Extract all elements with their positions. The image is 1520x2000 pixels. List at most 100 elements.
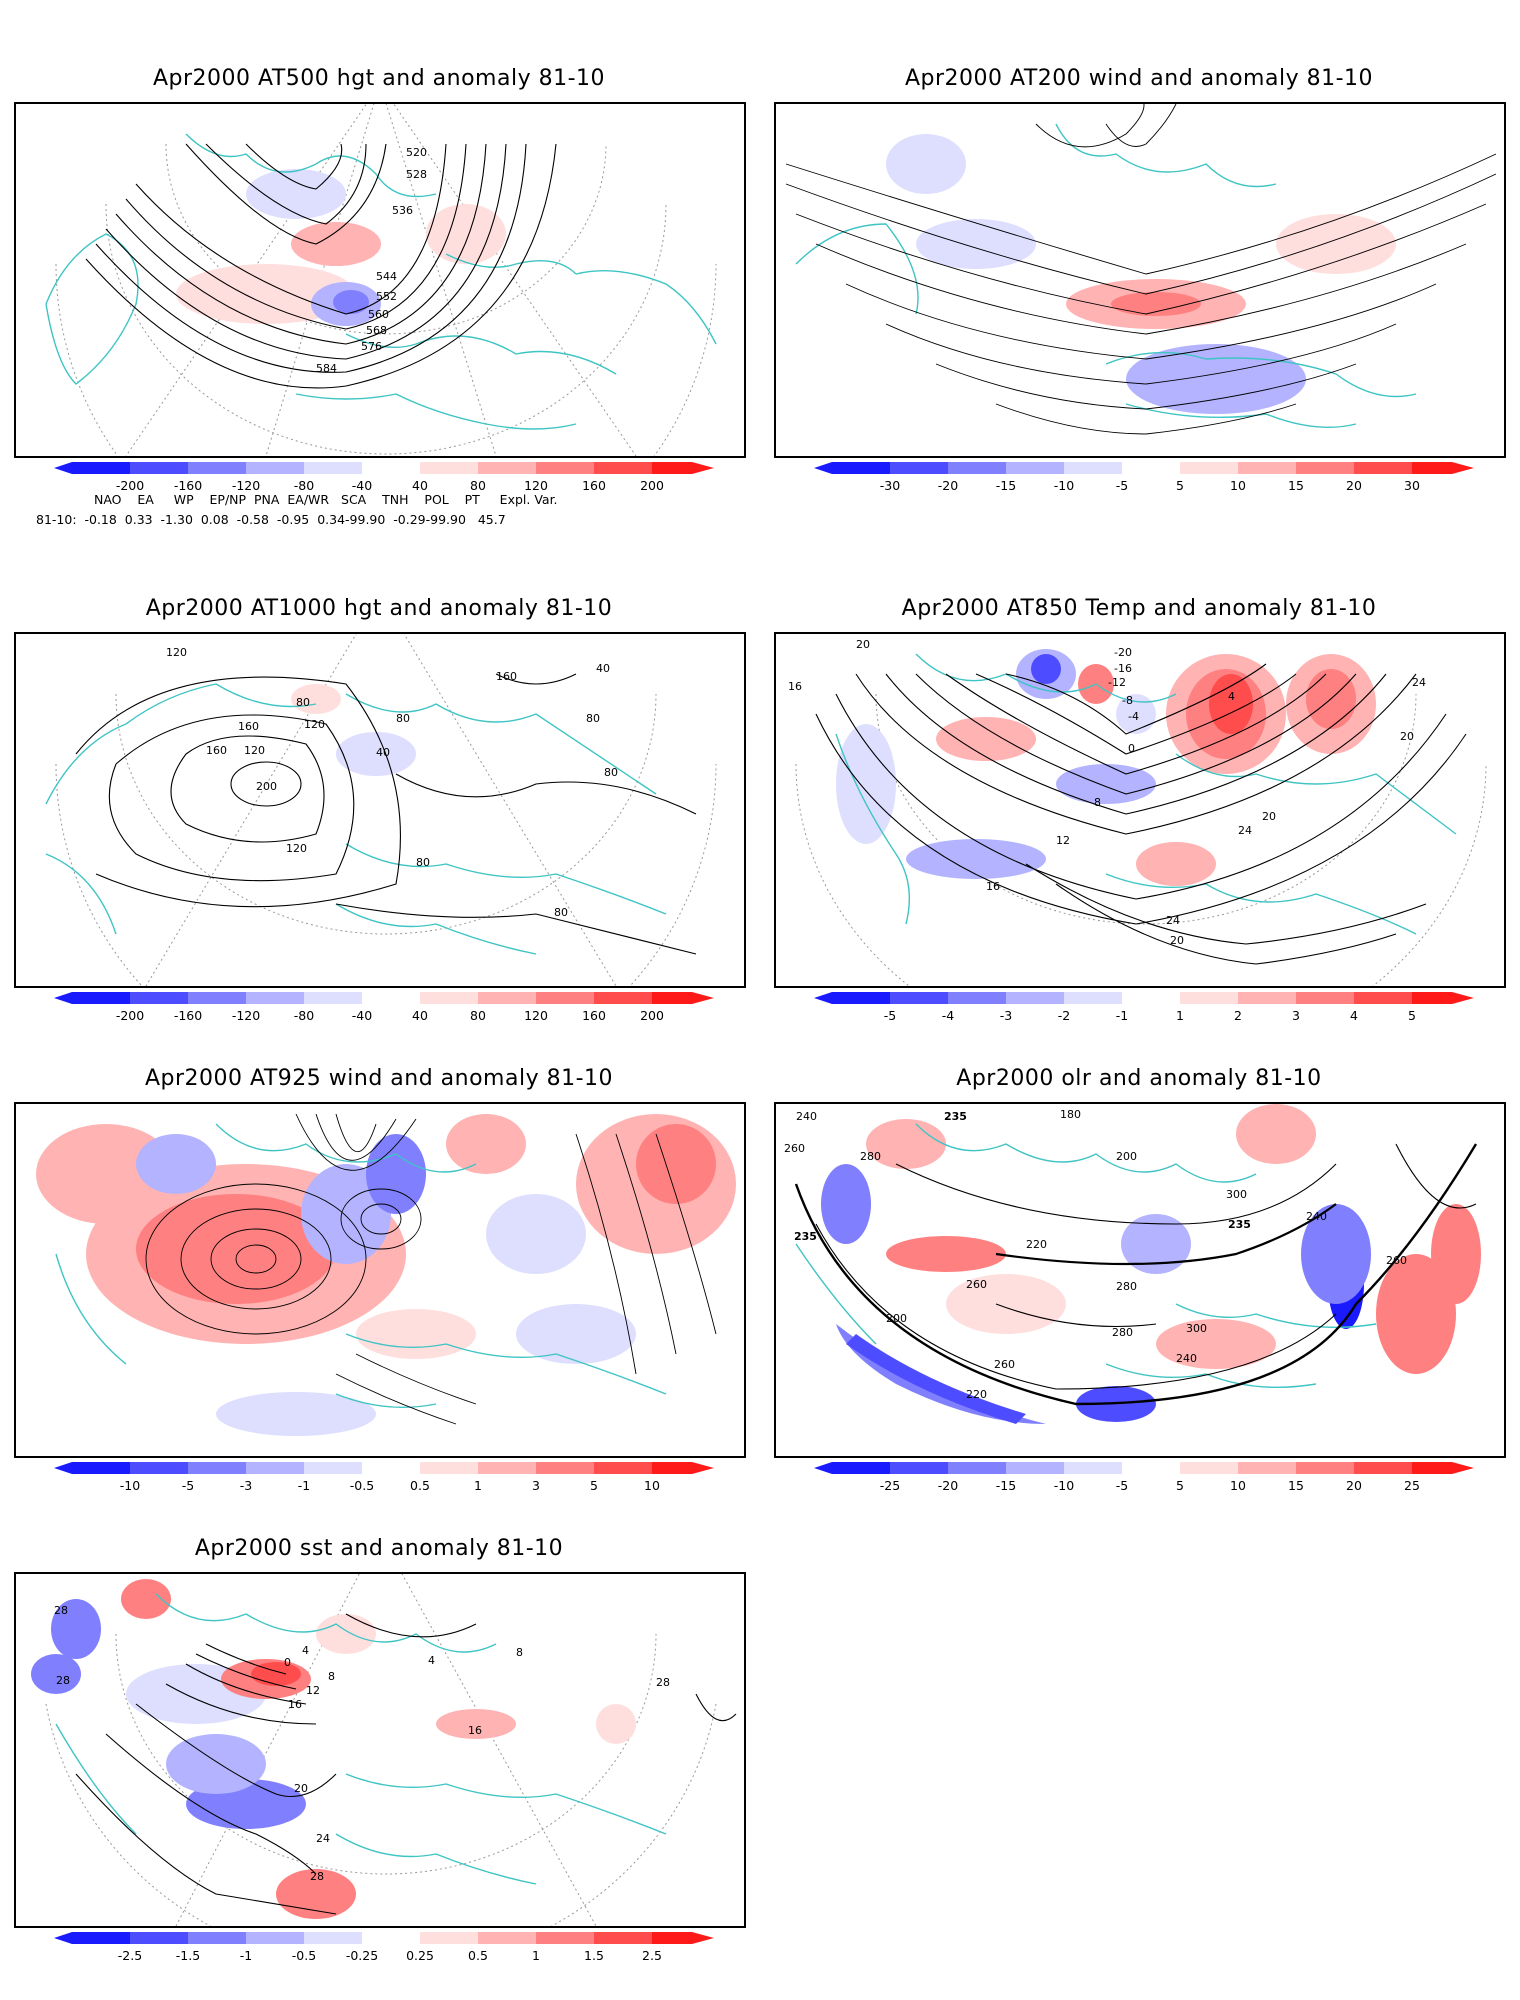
cbar-box — [948, 462, 1006, 474]
cbar-box — [478, 1932, 536, 1944]
cbar-box — [72, 462, 130, 474]
cbar-tick: 1 — [532, 1948, 540, 1963]
cbar-tick: 0.25 — [406, 1948, 434, 1963]
cbar-box — [652, 992, 692, 1004]
cbar-low-arrow — [54, 1932, 72, 1944]
cbar-tick: 160 — [582, 478, 606, 493]
cbar-tick: -3 — [1000, 1008, 1012, 1023]
cbar-tick: -0.25 — [346, 1948, 378, 1963]
contour-label: 536 — [392, 204, 413, 217]
contour-label: 8 — [1094, 796, 1101, 809]
cbar-tick: -20 — [938, 478, 958, 493]
cbar-box — [246, 992, 304, 1004]
cbar-tick: -15 — [996, 1478, 1016, 1493]
contour-label: 280 — [860, 1150, 881, 1163]
colorbar: -200 -160 -120 -80 -40 40 80 120 160 200 — [54, 990, 714, 1024]
cbar-high-arrow — [692, 462, 714, 474]
cbar-tick: -40 — [352, 1008, 372, 1023]
cbar-tick: -15 — [996, 478, 1016, 493]
contour-label: 220 — [1026, 1238, 1047, 1251]
contour-label: 24 — [316, 1832, 330, 1845]
cbar-box — [478, 992, 536, 1004]
contour-label: 235 — [944, 1110, 967, 1123]
cbar-box — [304, 1462, 362, 1474]
cbar-tick: 15 — [1288, 1478, 1304, 1493]
contour-label: 16 — [788, 680, 802, 693]
map-at850: 20 16 -20 -16 -12 -8 -4 0 4 8 12 16 20 2… — [788, 638, 1487, 986]
colorbar: -200 -160 -120 -80 -40 40 80 120 160 200 — [54, 460, 714, 494]
cbar-tick: 5 — [1176, 1478, 1184, 1493]
cbar-tick: 160 — [582, 1008, 606, 1023]
map-frame: 28 28 0 4 8 12 16 20 24 28 16 28 4 8 — [14, 1572, 746, 1928]
cbar-tick: 30 — [1404, 478, 1420, 493]
cbar-box — [362, 992, 420, 1004]
cbar-box — [1296, 992, 1354, 1004]
cbar-tick: 2.5 — [642, 1948, 662, 1963]
cbar-tick: 3 — [1292, 1008, 1300, 1023]
cbar-box — [362, 1932, 420, 1944]
cbar-tick: -30 — [880, 478, 900, 493]
cbar-tick: 80 — [470, 478, 486, 493]
cbar-tick: 3 — [532, 1478, 540, 1493]
cbar-box — [420, 1932, 478, 1944]
cbar-tick: -200 — [116, 478, 144, 493]
contour-label: 28 — [56, 1674, 70, 1687]
cbar-box — [890, 992, 948, 1004]
cbar-box — [536, 1932, 594, 1944]
cbar-box — [1354, 992, 1412, 1004]
cbar-tick: -160 — [174, 1008, 202, 1023]
cbar-box — [246, 462, 304, 474]
cbar-tick: 2 — [1234, 1008, 1242, 1023]
cbar-tick: -0.5 — [292, 1948, 316, 1963]
cbar-tick: -40 — [352, 478, 372, 493]
cbar-box — [1180, 1462, 1238, 1474]
contour-label: 560 — [368, 308, 389, 321]
cbar-tick: -1 — [1116, 1008, 1128, 1023]
cbar-tick: 20 — [1346, 478, 1362, 493]
cbar-tick: 200 — [640, 478, 664, 493]
cbar-high-arrow — [1452, 1462, 1474, 1474]
cbar-tick: 0.5 — [468, 1948, 488, 1963]
cbar-box — [652, 1932, 692, 1944]
contour-label: 28 — [310, 1870, 324, 1883]
cbar-tick: -3 — [240, 1478, 252, 1493]
cbar-tick: -10 — [1054, 478, 1074, 493]
contour-label: 20 — [294, 1782, 308, 1795]
cbar-tick: -4 — [942, 1008, 955, 1023]
contour-label: 120 — [166, 646, 187, 659]
map-sst: 28 28 0 4 8 12 16 20 24 28 16 28 4 8 — [31, 1574, 737, 1926]
map-frame: 20 16 -20 -16 -12 -8 -4 0 4 8 12 16 20 2… — [774, 632, 1506, 988]
cbar-tick: -120 — [232, 478, 260, 493]
cbar-box — [362, 1462, 420, 1474]
contour-label: 40 — [376, 746, 390, 759]
contour-label: 160 — [206, 744, 227, 757]
contour-label: 544 — [376, 270, 397, 283]
cbar-box — [1412, 1462, 1452, 1474]
contour-label: 120 — [304, 718, 325, 731]
cbar-box — [72, 1462, 130, 1474]
contour-label: -12 — [1108, 676, 1126, 689]
contour-label: 300 — [1186, 1322, 1207, 1335]
cbar-tick: -10 — [120, 1478, 140, 1493]
cbar-box — [188, 1462, 246, 1474]
cbar-box — [130, 992, 188, 1004]
cbar-box — [1122, 1462, 1180, 1474]
contour-label: 12 — [1056, 834, 1070, 847]
map-at925 — [36, 1113, 736, 1436]
cbar-box — [832, 992, 890, 1004]
contour-label: 584 — [316, 362, 337, 375]
cbar-box — [832, 462, 890, 474]
contour-label: 235 — [1228, 1218, 1251, 1231]
contour-label: 20 — [1262, 810, 1276, 823]
cbar-box — [1354, 1462, 1412, 1474]
map-frame — [774, 102, 1506, 458]
cbar-box — [1064, 462, 1122, 474]
cbar-tick: -80 — [294, 478, 314, 493]
colorbar: -10 -5 -3 -1 -0.5 0.5 1 3 5 10 — [54, 1460, 714, 1494]
map-frame: 240 260 235 180 280 200 220 235 260 300 … — [774, 1102, 1506, 1458]
cbar-box — [420, 992, 478, 1004]
cbar-tick: -5 — [884, 1008, 896, 1023]
colorbar-svg: -200 -160 -120 -80 -40 40 80 120 160 200 — [54, 992, 714, 1023]
panel-title: Apr2000 AT925 wind and anomaly 81-10 — [144, 1066, 614, 1091]
contour-label: 280 — [1112, 1326, 1133, 1339]
